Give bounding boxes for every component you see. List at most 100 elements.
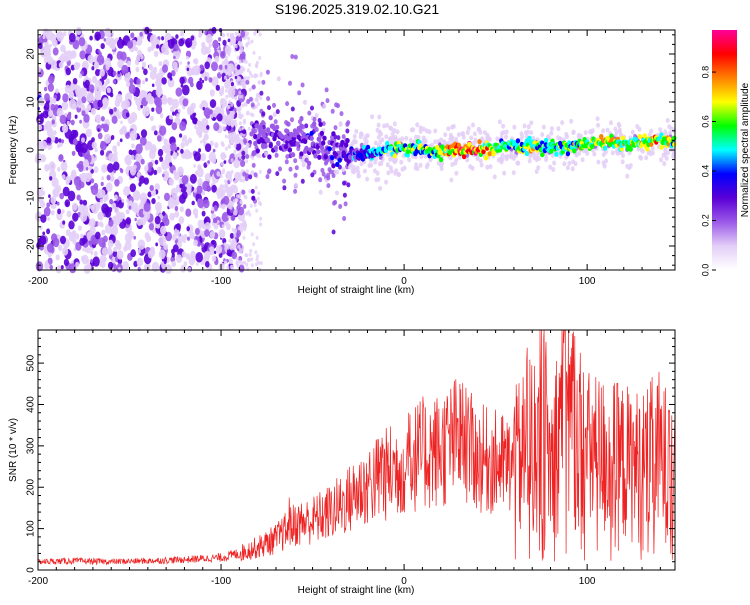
spectrogram-cell: [318, 121, 323, 127]
spectrogram-cell: [233, 149, 237, 154]
spectrogram-cell: [291, 135, 296, 142]
spectrogram-cell: [177, 234, 184, 244]
spectrogram-cell: [255, 64, 259, 69]
spectrogram-cell: [116, 242, 122, 251]
spectrogram-cell: [199, 77, 202, 82]
spectrogram-cell: [261, 79, 266, 85]
spectrogram-cell: [343, 201, 348, 207]
spectrogram-cell: [276, 76, 281, 82]
spectrogram-cell: [500, 152, 505, 158]
spectrogram-cell: [302, 99, 307, 105]
spectrogram-cell: [293, 54, 298, 60]
spectrogram-cell: [501, 123, 506, 129]
spectrogram-cell: [457, 154, 462, 160]
spectrogram-cell: [155, 242, 159, 247]
spectrogram-cell: [385, 122, 390, 128]
spectrogram-cell: [205, 33, 213, 44]
spectrogram-cell: [70, 82, 75, 90]
spectrogram-cell: [239, 200, 243, 205]
spectrogram-cell: [247, 36, 251, 41]
spectrogram-cell: [180, 264, 186, 273]
spectrogram-cell: [112, 51, 116, 55]
spectrogram-cell: [310, 105, 314, 111]
spectrogram-cell: [475, 156, 480, 162]
spectrogram-cell: [97, 221, 101, 227]
spectrogram-cell: [341, 167, 346, 173]
spectrogram-cell: [227, 191, 231, 196]
spectrogram-cell: [227, 38, 231, 43]
spectrogram-cell: [319, 130, 325, 136]
spectrogram-cell: [375, 127, 380, 133]
spectrogram-cell: [244, 75, 248, 80]
spectrogram-cell: [246, 267, 250, 272]
spectrogram-cell: [197, 164, 202, 171]
spectrogram-cell: [171, 260, 177, 268]
spectrogram-cell: [88, 84, 95, 93]
spectrogram-cell: [250, 232, 254, 237]
spectrogram-cell: [77, 225, 82, 231]
spectrogram-cell: [378, 154, 383, 160]
spectrogram-cell: [214, 55, 220, 63]
spectrogram-cell: [234, 140, 238, 145]
spectrogram-cell: [290, 54, 295, 59]
spectrogram-cell: [90, 204, 95, 211]
spectrogram-cell: [562, 161, 567, 167]
spectrogram-cell: [589, 129, 594, 135]
spectrogram-cell: [599, 134, 604, 140]
spectrogram-cell: [186, 56, 189, 60]
spectrogram-cell: [53, 130, 57, 136]
spectrogram-cell: [86, 104, 92, 112]
spectrogram-cell: [56, 107, 64, 118]
spectrogram-cell: [610, 150, 615, 156]
spectrogram-cell: [175, 87, 183, 97]
spectrogram-cell: [373, 140, 378, 146]
spectrogram-cell: [273, 119, 278, 125]
spectrogram-cell: [367, 163, 372, 168]
spectrogram-cell: [314, 113, 319, 119]
spectrogram-cell: [487, 151, 492, 157]
spectrogram-cell: [140, 129, 148, 138]
spectrogram-cell: [122, 261, 129, 271]
spectrogram-cell: [123, 99, 130, 109]
spectrogram-cell: [392, 159, 397, 165]
spectrogram-cell: [169, 162, 173, 167]
spectrogram-cell: [99, 189, 106, 198]
spectrogram-cell: [43, 124, 49, 131]
spectrogram-cell: [212, 39, 219, 49]
spectrogram-cell: [257, 191, 261, 196]
spectrogram-cell: [91, 75, 98, 84]
spectrogram-cell: [265, 69, 270, 75]
spectrogram-cell: [59, 114, 67, 125]
spectrogram-cell: [44, 86, 48, 92]
spectrogram-cell: [245, 211, 249, 216]
spectrogram-cell: [149, 144, 157, 154]
spectrogram-cell: [226, 223, 231, 231]
spectrogram-cell: [229, 178, 233, 183]
spectrogram-cell: [511, 170, 516, 176]
spectrogram-cell: [231, 73, 235, 78]
spectrogram-cell: [79, 50, 86, 60]
spectrogram-cell: [255, 262, 258, 267]
spectrogram-cell: [505, 153, 510, 159]
spectrogram-cell: [376, 134, 381, 140]
spectrogram-cell: [290, 152, 295, 158]
spectrogram-cell: [201, 100, 205, 105]
spectrogram-cell: [312, 121, 317, 127]
spectrogram-cell: [324, 87, 329, 93]
spectrogram-cell: [157, 166, 162, 174]
spectrogram-cell: [209, 140, 214, 147]
spectrogram-cell: [481, 149, 486, 155]
spectrogram-cell: [127, 40, 134, 49]
spectrogram-cell: [48, 161, 56, 172]
spectrogram-cell: [227, 69, 231, 74]
spectrogram-cell: [386, 170, 391, 176]
spectrogram-cell: [321, 171, 326, 177]
spectrogram-cell: [222, 195, 230, 206]
spectrogram-cell: [169, 212, 175, 221]
spectrogram-cell: [424, 128, 429, 134]
spectrogram-cell: [101, 123, 105, 129]
spectrogram-cell: [233, 159, 240, 169]
spectrogram-cell: [144, 26, 150, 35]
spectrogram-cell: [249, 131, 254, 137]
spectrogram-cell: [213, 205, 218, 210]
